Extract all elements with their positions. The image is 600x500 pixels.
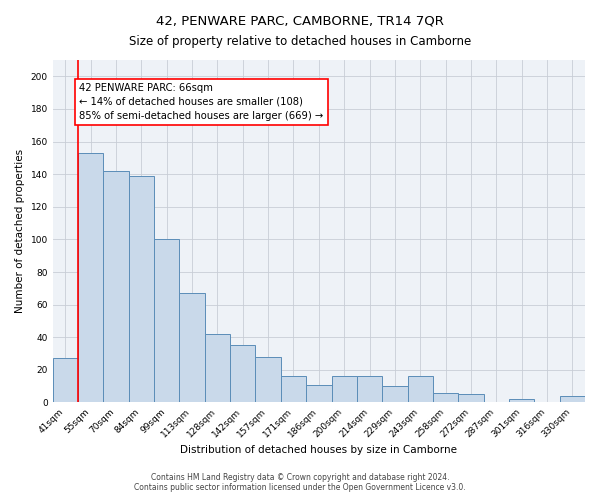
Bar	[53, 358, 78, 403]
Bar	[281, 376, 306, 402]
Bar	[433, 392, 458, 402]
Bar	[407, 376, 433, 402]
Bar	[129, 176, 154, 402]
Bar	[154, 240, 179, 402]
Text: 42, PENWARE PARC, CAMBORNE, TR14 7QR: 42, PENWARE PARC, CAMBORNE, TR14 7QR	[156, 15, 444, 28]
Bar	[458, 394, 484, 402]
Bar	[357, 376, 382, 402]
Bar	[256, 357, 281, 403]
Bar	[560, 396, 585, 402]
Bar	[179, 293, 205, 403]
Bar	[230, 346, 256, 403]
Bar	[332, 376, 357, 402]
Bar	[78, 153, 103, 402]
Text: Contains HM Land Registry data © Crown copyright and database right 2024.
Contai: Contains HM Land Registry data © Crown c…	[134, 473, 466, 492]
Y-axis label: Number of detached properties: Number of detached properties	[15, 149, 25, 314]
Text: Size of property relative to detached houses in Camborne: Size of property relative to detached ho…	[129, 35, 471, 48]
X-axis label: Distribution of detached houses by size in Camborne: Distribution of detached houses by size …	[181, 445, 457, 455]
Bar	[382, 386, 407, 402]
Bar	[205, 334, 230, 402]
Bar	[306, 384, 332, 402]
Text: 42 PENWARE PARC: 66sqm
← 14% of detached houses are smaller (108)
85% of semi-de: 42 PENWARE PARC: 66sqm ← 14% of detached…	[79, 83, 323, 121]
Bar	[509, 399, 535, 402]
Bar	[103, 171, 129, 402]
